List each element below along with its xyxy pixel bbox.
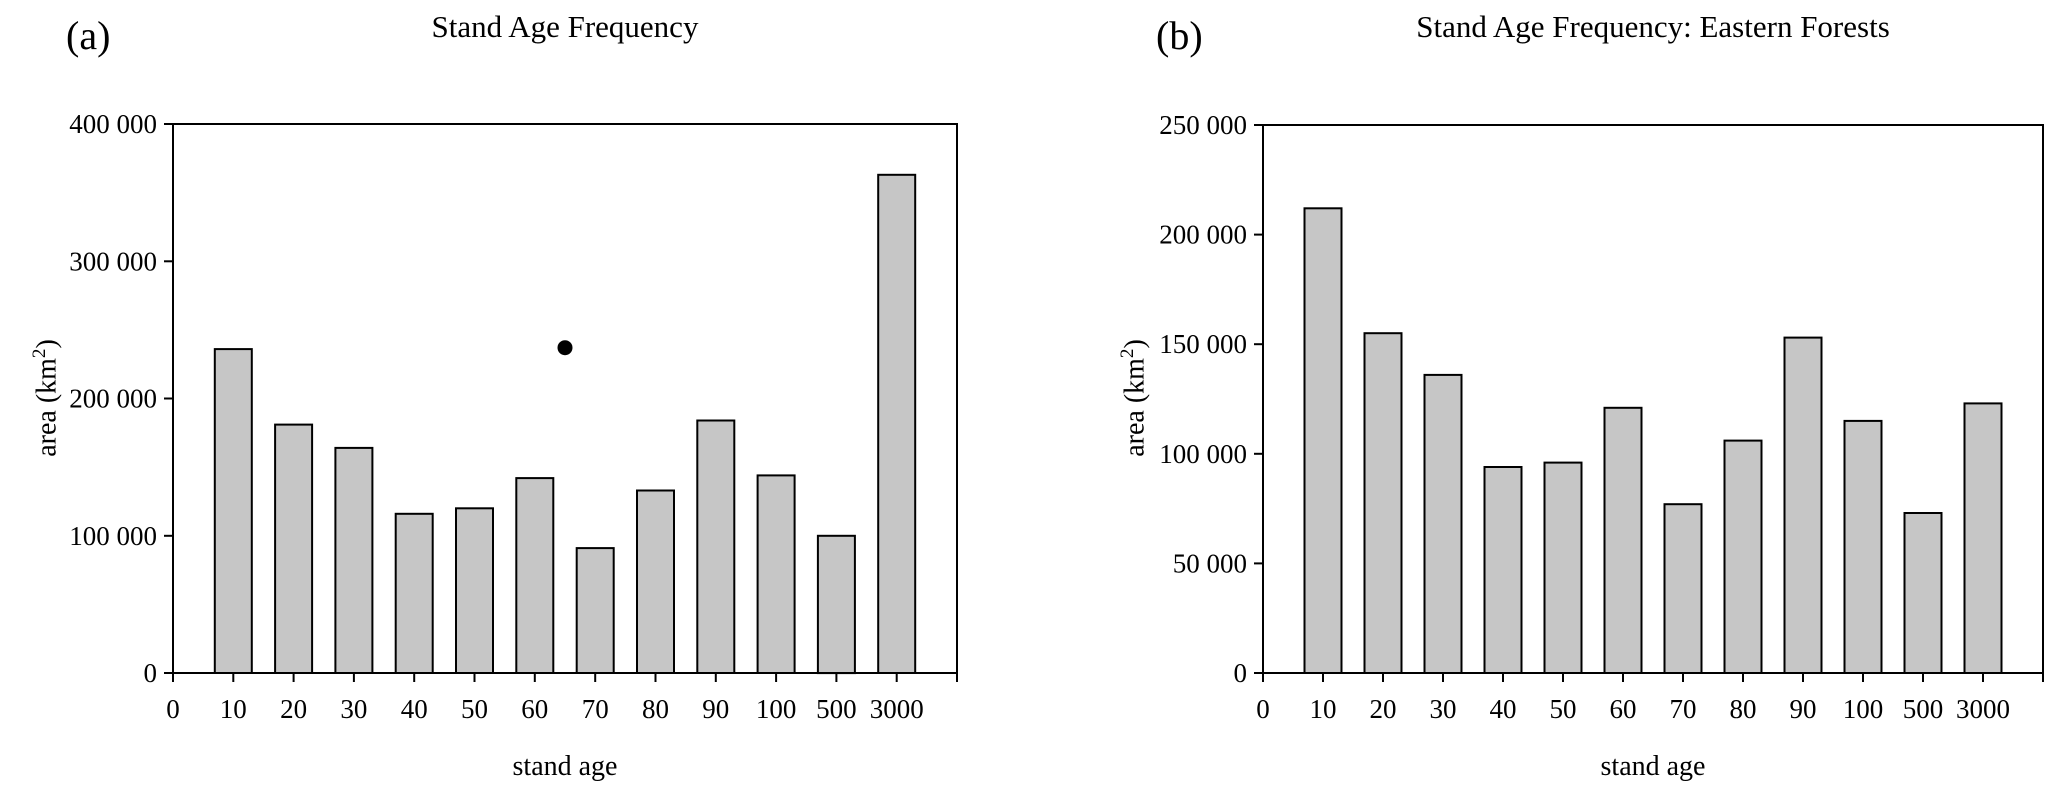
panel-a-x-tick-label: 30 — [340, 694, 367, 724]
panel-a-x-tick-label: 3000 — [870, 694, 924, 724]
panel-a-x-tick-label: 80 — [642, 694, 669, 724]
panel-a-bar-80 — [636, 489, 675, 674]
panel-a-x-tick-label: 500 — [816, 694, 857, 724]
panel-b-y-tick-label: 0 — [1234, 658, 1248, 688]
panel-b-bar-50 — [1543, 461, 1583, 674]
panel-b-bar-70 — [1663, 503, 1703, 675]
panel-a-point-marker — [557, 340, 573, 356]
panel-b-y-tick-label: 150 000 — [1159, 329, 1247, 359]
panel-b-bar-500 — [1903, 512, 1943, 674]
panel-a-bar-60 — [515, 477, 555, 674]
panel-b-x-tick-label: 40 — [1490, 694, 1517, 724]
panel-a-y-axis-title: area (km2) — [20, 258, 63, 538]
panel-b-y-tick-label: 50 000 — [1173, 548, 1247, 578]
panel-a-x-tick-label: 40 — [401, 694, 428, 724]
panel-b-plot-frame — [1262, 124, 2044, 674]
panel-a-y-tick-label: 300 000 — [69, 246, 157, 276]
panel-b-x-tick-label: 20 — [1370, 694, 1397, 724]
panel-a-bar-30 — [334, 446, 374, 674]
panel-b-x-tick-label: 3000 — [1956, 694, 2010, 724]
panel-b-x-tick-label: 0 — [1256, 694, 1270, 724]
panel-b-x-tick-label: 500 — [1903, 694, 1944, 724]
panel-b-bar-10 — [1303, 207, 1343, 675]
panel-a-y-tick-label: 400 000 — [69, 109, 157, 139]
panel-b-bar-3000 — [1963, 402, 2003, 674]
panel-b-ylabel-suffix: ) — [1119, 339, 1151, 349]
panel-b-x-tick-label: 30 — [1430, 694, 1457, 724]
panel-a-bar-70 — [575, 547, 615, 674]
panel-b-ylabel-text: area (km — [1119, 358, 1151, 457]
panel-a-bar-500 — [816, 534, 856, 675]
panel-a-bar-10 — [213, 348, 253, 674]
panel-b-x-tick-label: 90 — [1790, 694, 1817, 724]
panel-b-y-tick-label: 100 000 — [1159, 439, 1247, 469]
panel-a-bar-3000 — [877, 173, 917, 675]
panel-a-ylabel-text: area (km — [31, 358, 63, 457]
panel-b-y-tick-label: 250 000 — [1159, 110, 1247, 140]
panel-a-y-tick-label: 100 000 — [69, 521, 157, 551]
panel-b-x-axis-title: stand age — [1600, 751, 1706, 782]
panel-b-x-tick-label: 100 — [1843, 694, 1884, 724]
panel-b-x-tick-label: 80 — [1730, 694, 1757, 724]
panel-b-bar-40 — [1483, 466, 1523, 674]
panel-a-ylabel-sup: 2 — [29, 348, 50, 359]
panel-b-x-tick-label: 50 — [1550, 694, 1577, 724]
panel-a-x-tick-label: 50 — [461, 694, 488, 724]
panel-b-x-tick-label: 60 — [1610, 694, 1637, 724]
panel-b-x-tick-label: 10 — [1310, 694, 1337, 724]
panel-a-y-tick-label: 0 — [144, 658, 158, 688]
panel-a-x-tick-label: 20 — [280, 694, 307, 724]
panel-a-title: Stand Age Frequency — [431, 9, 699, 44]
panel-b-x-tick-label: 70 — [1670, 694, 1697, 724]
panel-a-x-tick-label: 70 — [582, 694, 609, 724]
panel-a-label: (a) — [66, 13, 111, 58]
panel-b-title: Stand Age Frequency: Eastern Forests — [1416, 9, 1890, 44]
panel-b-bar-30 — [1423, 373, 1463, 674]
panel-b-y-tick-label: 200 000 — [1159, 220, 1247, 250]
panel-b-bar-90 — [1783, 336, 1823, 674]
panel-b-bar-100 — [1843, 419, 1883, 674]
panel-b-ylabel-sup: 2 — [1117, 348, 1138, 359]
panel-a-y-tick-label: 200 000 — [69, 384, 157, 414]
panel-a-x-axis-title: stand age — [512, 751, 618, 782]
panel-a-x-tick-label: 0 — [166, 694, 180, 724]
panel-a-bar-50 — [455, 507, 494, 674]
panel-a-bar-90 — [696, 419, 736, 674]
panel-b-bar-60 — [1603, 406, 1643, 674]
panel-b-label: (b) — [1156, 13, 1203, 58]
panel-a-ylabel-suffix: ) — [31, 339, 63, 349]
panel-b-bar-20 — [1363, 332, 1403, 674]
panel-a-bar-40 — [394, 512, 434, 674]
panel-a-x-tick-label: 60 — [521, 694, 548, 724]
panel-a-x-tick-label: 10 — [220, 694, 247, 724]
panel-a-x-tick-label: 100 — [756, 694, 797, 724]
panel-a-x-tick-label: 90 — [702, 694, 729, 724]
panel-a-bar-100 — [756, 474, 796, 674]
panel-b-bar-80 — [1723, 439, 1763, 674]
panel-a-bar-20 — [274, 423, 314, 674]
panel-b-y-axis-title: area (km2) — [1108, 258, 1151, 538]
